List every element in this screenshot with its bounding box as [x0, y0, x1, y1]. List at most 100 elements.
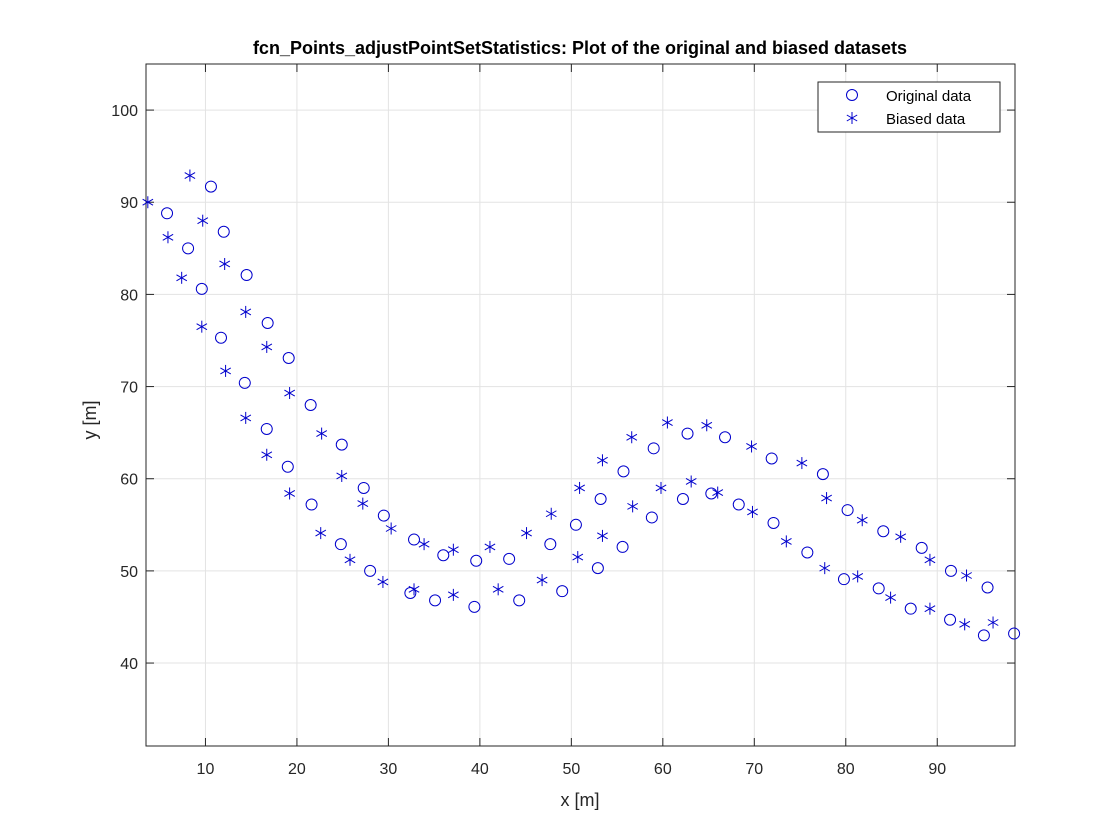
data-point-original: [647, 442, 660, 455]
data-point-biased: [377, 575, 389, 588]
y-tick-label: 100: [111, 103, 138, 120]
data-point-original: [872, 582, 885, 595]
data-point-biased: [701, 419, 713, 432]
data-point-biased: [336, 469, 348, 482]
data-point-original: [204, 180, 217, 193]
data-point-biased: [597, 529, 608, 542]
data-point-original: [161, 207, 174, 220]
legend-marker-asterisk: [846, 112, 858, 124]
data-point-biased: [796, 457, 808, 470]
data-point-original: [719, 431, 732, 444]
data-point-original: [977, 629, 990, 642]
data-point-original: [437, 549, 450, 562]
legend: Original data Biased data: [817, 81, 1001, 133]
data-point-biased: [315, 527, 327, 540]
data-point-biased: [987, 616, 999, 629]
data-point-original: [944, 613, 957, 626]
x-tick-label: 60: [654, 761, 672, 778]
chart-title: fcn_Points_adjustPointSetStatistics: Plo…: [253, 38, 907, 58]
data-point-original: [377, 509, 390, 522]
x-tick-label: 80: [837, 761, 855, 778]
data-point-original: [544, 538, 557, 551]
data-point-original: [556, 585, 569, 598]
data-point-original: [594, 493, 607, 506]
data-point-original: [240, 269, 253, 282]
data-point-biased: [655, 481, 667, 494]
data-point-original: [281, 460, 294, 473]
data-point-original: [801, 546, 814, 559]
data-point-original: [217, 225, 230, 238]
data-point-original: [260, 422, 273, 435]
legend-asterisk-marker: [846, 112, 858, 124]
data-point-original: [616, 540, 629, 553]
y-tick-label: 40: [120, 656, 138, 673]
data-point-original: [944, 564, 957, 577]
data-point-original: [305, 498, 318, 511]
data-point-original: [238, 376, 251, 389]
data-point-biased: [885, 591, 897, 604]
legend-label-original: Original data: [886, 88, 972, 105]
data-point-biased: [572, 551, 584, 564]
plot-area: [142, 169, 1021, 642]
data-point-biased: [661, 416, 673, 429]
data-point-biased: [821, 492, 833, 505]
data-point-biased: [344, 553, 356, 566]
data-point-biased: [142, 196, 154, 209]
legend-marker-circle: [846, 89, 858, 101]
data-point-original: [837, 573, 850, 586]
data-point-biased: [747, 505, 758, 518]
data-point-original: [767, 516, 780, 529]
data-point-original: [503, 552, 516, 565]
data-point-original: [681, 427, 694, 440]
data-point-original: [304, 399, 317, 411]
x-tick-label: 20: [288, 761, 306, 778]
data-point-biased: [220, 364, 232, 377]
data-point-biased: [924, 602, 936, 615]
data-point-biased: [852, 570, 864, 583]
data-point-biased: [484, 540, 496, 553]
data-point-original: [732, 498, 745, 511]
data-point-original: [468, 600, 481, 613]
data-point-original: [1008, 627, 1021, 640]
data-point-biased: [597, 454, 608, 467]
data-point-biased: [316, 427, 328, 440]
axes-box: [145, 63, 1016, 747]
data-point-original: [765, 452, 778, 465]
data-point-biased: [284, 387, 296, 400]
data-point-biased: [521, 527, 532, 540]
data-point-original: [261, 316, 274, 329]
x-tick-label: 70: [745, 761, 763, 778]
x-tick-label: 10: [197, 761, 215, 778]
data-point-original: [841, 504, 854, 517]
x-tick-label: 50: [562, 761, 580, 778]
data-point-original: [904, 602, 917, 615]
data-point-original: [645, 511, 658, 524]
data-point-biased: [895, 530, 907, 543]
data-point-biased: [261, 448, 273, 461]
x-tick-label: 90: [928, 761, 946, 778]
data-point-biased: [536, 574, 548, 587]
data-point-original: [429, 594, 442, 607]
series-biased-data: [142, 169, 999, 631]
data-point-original: [215, 331, 228, 344]
data-point-original: [617, 465, 630, 478]
data-point-biased: [197, 214, 209, 227]
data-point-original: [182, 242, 195, 255]
data-point-biased: [856, 514, 868, 527]
data-point-biased: [418, 538, 430, 551]
data-point-biased: [261, 340, 273, 353]
y-axis-label: y [m]: [80, 401, 100, 440]
data-point-original: [195, 282, 208, 295]
data-point-original: [816, 468, 829, 481]
data-point-biased: [959, 618, 971, 631]
data-point-original: [513, 594, 526, 607]
y-tick-label: 60: [120, 472, 138, 489]
data-point-biased: [961, 569, 972, 582]
data-point-biased: [626, 431, 638, 444]
data-point-biased: [492, 583, 504, 596]
data-point-biased: [712, 486, 724, 499]
data-point-biased: [746, 440, 758, 453]
data-point-biased: [240, 305, 252, 318]
